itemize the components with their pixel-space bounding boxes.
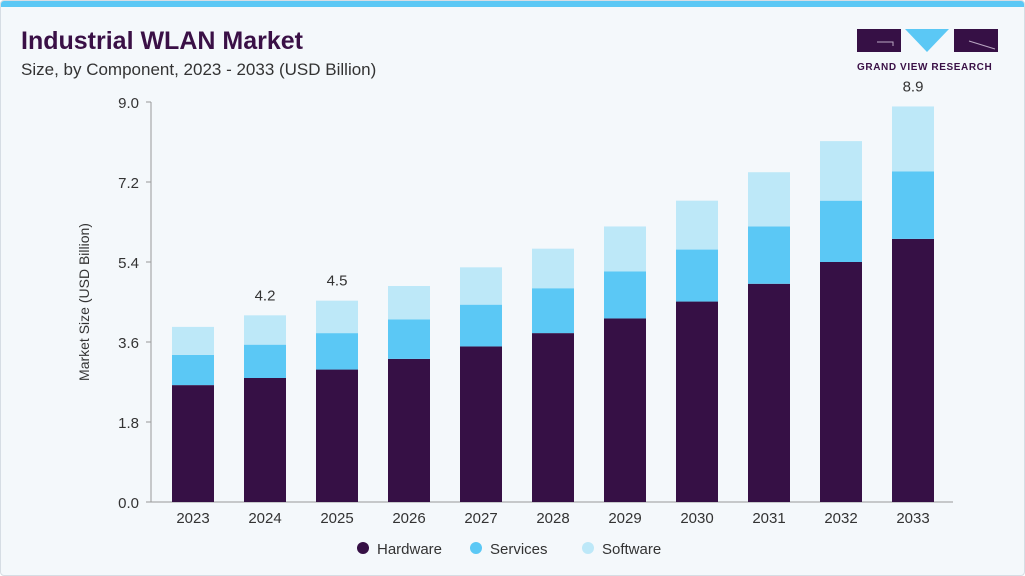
- bar-services-2031: [748, 226, 790, 284]
- y-axis-title: Market Size (USD Billion): [76, 223, 92, 381]
- bar-hardware-2023: [172, 385, 214, 502]
- bar-services-2030: [676, 249, 718, 302]
- bar-software-2033: [892, 106, 934, 172]
- chart-subtitle: Size, by Component, 2023 - 2033 (USD Bil…: [21, 60, 377, 79]
- bar-software-2029: [604, 226, 646, 272]
- y-tick-label: 3.6: [118, 335, 139, 352]
- y-tick-label: 0.0: [118, 495, 139, 512]
- bar-services-2025: [316, 333, 358, 370]
- bar-hardware-2031: [748, 283, 790, 502]
- data-label: 4.5: [327, 273, 348, 290]
- x-tick-label: 2024: [248, 510, 281, 527]
- y-tick-label: 5.4: [118, 255, 139, 272]
- bar-services-2023: [172, 354, 214, 386]
- chart-title: Industrial WLAN Market: [21, 27, 303, 55]
- logo-text: GRAND VIEW RESEARCH: [857, 62, 993, 73]
- grand-view-research-logo: GRAND VIEW RESEARCH: [857, 29, 999, 73]
- y-tick-label: 1.8: [118, 415, 139, 432]
- bar-hardware-2027: [460, 346, 502, 502]
- bar-hardware-2030: [676, 301, 718, 502]
- bar-software-2025: [316, 300, 358, 334]
- x-tick-label: 2027: [464, 510, 497, 527]
- bar-services-2029: [604, 271, 646, 319]
- legend-label: Hardware: [377, 541, 442, 558]
- bar-software-2024: [244, 315, 286, 345]
- x-tick-label: 2033: [896, 510, 929, 527]
- bar-software-2030: [676, 200, 718, 250]
- bar-services-2024: [244, 344, 286, 378]
- bar-hardware-2029: [604, 318, 646, 502]
- bar-services-2033: [892, 171, 934, 239]
- bar-software-2032: [820, 141, 862, 201]
- x-tick-label: 2025: [320, 510, 353, 527]
- legend-marker-software: [582, 542, 594, 554]
- legend-label: Software: [602, 541, 661, 558]
- x-tick-label: 2028: [536, 510, 569, 527]
- bar-software-2027: [460, 267, 502, 305]
- bar-services-2032: [820, 200, 862, 262]
- bar-hardware-2026: [388, 358, 430, 502]
- gvr-logo-icon: [857, 29, 998, 52]
- data-label: 8.9: [903, 78, 924, 95]
- legend-label: Services: [490, 541, 548, 558]
- bar-hardware-2024: [244, 378, 286, 502]
- legend-marker-hardware: [357, 542, 369, 554]
- x-tick-label: 2029: [608, 510, 641, 527]
- x-tick-label: 2030: [680, 510, 713, 527]
- bar-hardware-2025: [316, 369, 358, 502]
- bar-services-2027: [460, 304, 502, 347]
- bar-services-2028: [532, 288, 574, 334]
- y-tick-label: 7.2: [118, 175, 139, 192]
- bar-hardware-2032: [820, 262, 862, 502]
- bar-software-2028: [532, 248, 574, 289]
- data-label: 4.2: [255, 287, 276, 304]
- x-tick-label: 2032: [824, 510, 857, 527]
- bar-hardware-2033: [892, 238, 934, 502]
- bar-software-2023: [172, 326, 214, 355]
- x-tick-label: 2023: [176, 510, 209, 527]
- legend-marker-services: [470, 542, 482, 554]
- bar-hardware-2028: [532, 333, 574, 502]
- bar-software-2031: [748, 172, 790, 227]
- bar-services-2026: [388, 319, 430, 359]
- x-tick-label: 2026: [392, 510, 425, 527]
- y-tick-label: 9.0: [118, 95, 139, 112]
- accent-bar: [1, 1, 1024, 7]
- bar-software-2026: [388, 286, 430, 320]
- x-tick-label: 2031: [752, 510, 785, 527]
